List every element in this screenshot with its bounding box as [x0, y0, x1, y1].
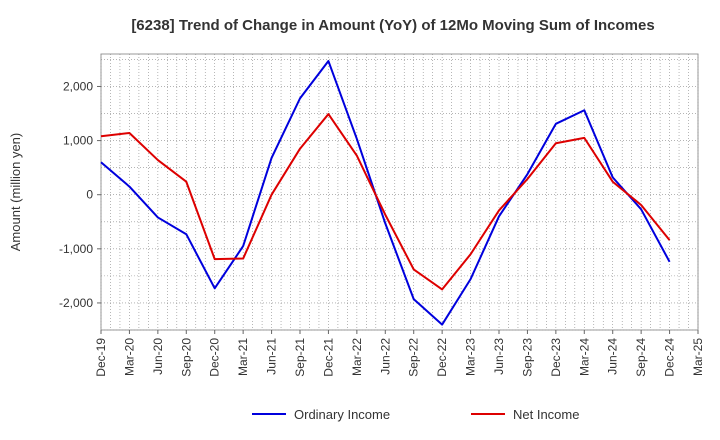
plot-area: [100, 53, 699, 331]
x-tick-label: Dec-21: [321, 338, 335, 377]
series-lines: [100, 60, 671, 326]
x-tick-label: Mar-23: [464, 338, 478, 376]
legend-label-ordinary-income: Ordinary Income: [294, 407, 390, 422]
x-tick-label: Jun-23: [492, 338, 506, 375]
x-tick-label: Dec-24: [663, 338, 677, 377]
x-tick-label: Mar-25: [691, 338, 705, 376]
x-tick-label: Mar-22: [350, 338, 364, 376]
y-tick-label: 2,000: [63, 79, 93, 93]
y-tick-label: 0: [86, 188, 93, 202]
x-tick-label: Sep-23: [520, 338, 534, 377]
y-tick-label: 1,000: [63, 134, 93, 148]
x-tick-label: Sep-24: [634, 338, 648, 377]
x-tick-label: Mar-21: [236, 338, 250, 376]
y-axis-label: Amount (million yen): [8, 133, 23, 252]
x-tick-label: Sep-22: [407, 338, 421, 377]
x-tick-label: Jun-22: [378, 338, 392, 375]
y-tick-label: -1,000: [59, 242, 93, 256]
x-tick-label: Dec-20: [208, 338, 222, 377]
x-tick-label: Jun-20: [151, 338, 165, 375]
x-tick-label: Jun-21: [265, 338, 279, 375]
x-tick-label: Sep-20: [179, 338, 193, 377]
grid: [100, 54, 699, 331]
x-tick-label: Mar-24: [577, 338, 591, 376]
x-tick-label: Mar-20: [122, 338, 136, 376]
chart-title: [6238] Trend of Change in Amount (YoY) o…: [131, 17, 654, 34]
legend-label-net-income: Net Income: [513, 407, 579, 422]
legend: Ordinary Income Net Income: [252, 407, 579, 422]
x-tick-label: Sep-21: [293, 338, 307, 377]
x-tick-label: Jun-24: [606, 338, 620, 375]
x-tick-label: Dec-22: [435, 338, 449, 377]
x-tick-label: Dec-19: [94, 338, 108, 377]
axes: -2,000 -1,000 0 1,000 2,000 Dec-19 Mar-20 Jun-2…: [59, 79, 705, 376]
x-tick-label: Dec-23: [549, 338, 563, 377]
y-tick-label: -2,000: [59, 296, 93, 310]
